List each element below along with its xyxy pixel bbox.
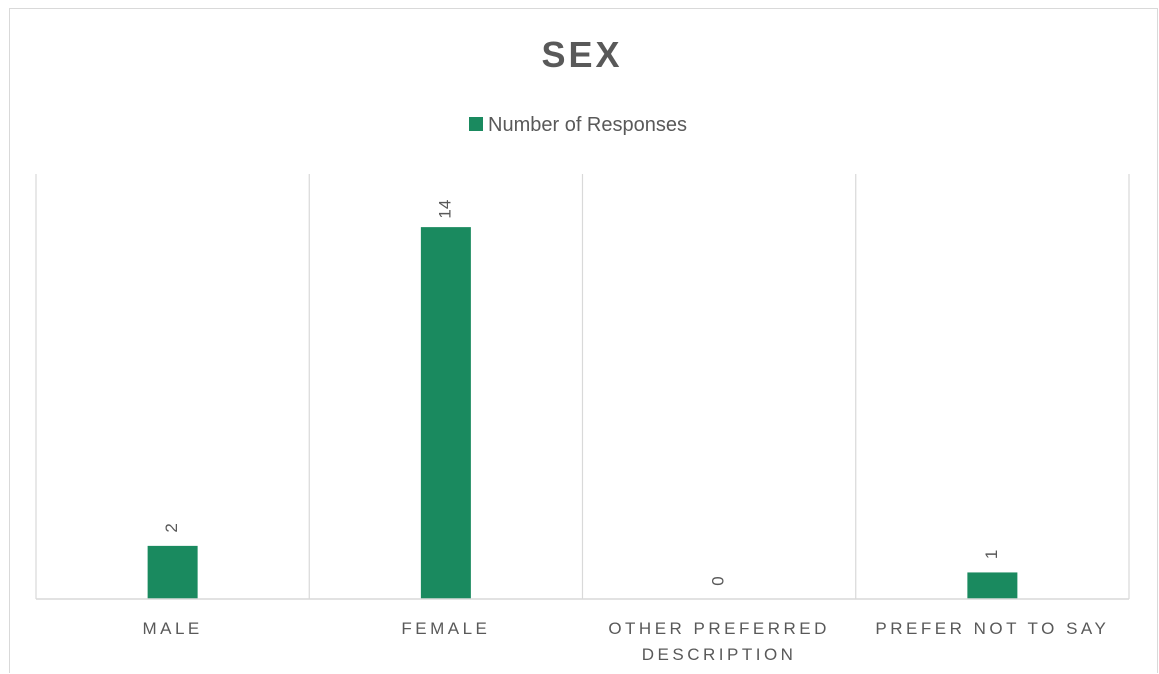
legend-swatch (469, 117, 483, 131)
legend-label: Number of Responses (488, 114, 687, 136)
x-axis-tick-labels: MALE FEMALE OTHER PREFERRED DESCRIPTION PREF… (142, 619, 1109, 664)
grid-lines (35, 174, 1130, 599)
x-tick-label: OTHER PREFERRED (608, 619, 830, 638)
data-label: 2 (162, 523, 181, 532)
x-tick-label: MALE (142, 619, 202, 638)
data-label: 0 (709, 576, 728, 585)
data-labels: 2 14 0 1 (162, 200, 1001, 586)
x-tick-label: DESCRIPTION (642, 645, 797, 664)
legend: Number of Responses (469, 114, 687, 136)
x-tick-label: FEMALE (401, 619, 490, 638)
chart-canvas: SEX Number of Responses 2 14 0 1 MALE FEMALE… (35, 34, 1130, 664)
chart-frame: SEX Number of Responses 2 14 0 1 MALE FEMALE… (9, 8, 1158, 673)
data-label: 1 (982, 550, 1001, 559)
x-tick-label: PREFER NOT TO SAY (875, 619, 1109, 638)
bars (147, 227, 1018, 599)
bar-prefer-not-to-say (967, 572, 1018, 599)
data-label: 14 (435, 200, 454, 219)
bar-female (420, 227, 471, 599)
bar-male (147, 545, 198, 599)
chart-title: SEX (541, 34, 622, 75)
